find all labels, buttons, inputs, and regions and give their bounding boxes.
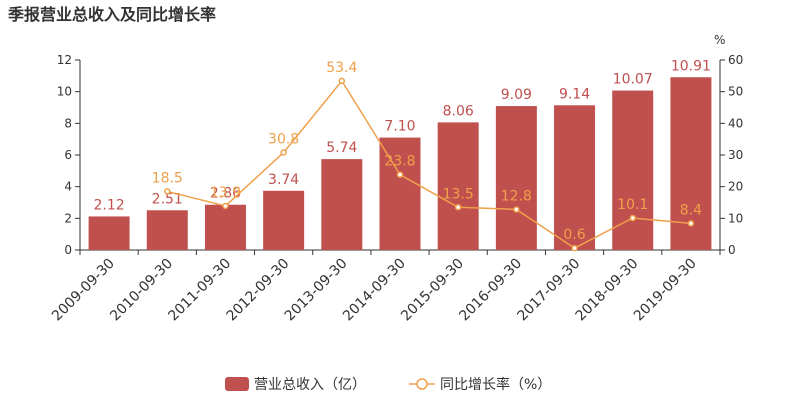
line-point[interactable] [339,78,344,83]
x-axis-tick-label: 2019-09-30 [631,256,700,325]
bar-data-label: 2.12 [94,197,125,213]
bar-data-label: 8.06 [443,103,474,119]
bar-data-label: 9.09 [501,87,532,103]
line-point[interactable] [223,203,228,208]
line-data-label: 13.9 [210,185,241,201]
line-data-label: 13.5 [443,186,474,202]
left-axis-tick-label: 0 [64,243,72,257]
bar[interactable] [496,106,537,250]
legend-line-marker [417,379,427,389]
bar-data-label: 5.74 [326,140,357,156]
bar-data-label: 3.74 [268,172,299,188]
bar-data-label: 9.14 [559,86,590,102]
right-axis-tick-label: 10 [728,211,743,225]
left-axis-tick-label: 4 [64,180,72,194]
line-point[interactable] [398,172,403,177]
line-data-label: 0.6 [563,227,585,243]
line-point[interactable] [281,150,286,155]
bar[interactable] [205,205,246,250]
left-axis-tick-label: 12 [57,53,72,67]
left-axis-tick-label: 8 [64,116,72,130]
bar[interactable] [147,210,188,250]
line-data-label: 18.5 [152,170,183,186]
line-point[interactable] [572,246,577,251]
line-data-label: 12.8 [501,188,532,204]
right-axis-tick-label: 60 [728,53,743,67]
right-axis-tick-label: 0 [728,243,736,257]
line-point[interactable] [688,221,693,226]
line-point[interactable] [630,216,635,221]
line-point[interactable] [456,205,461,210]
line-data-label: 10.1 [617,197,648,213]
legend-bar-swatch[interactable] [225,377,249,391]
legend: 营业总收入（亿） 同比增长率（%） [225,376,551,393]
right-axis-unit: % [714,33,725,47]
line-point[interactable] [514,207,519,212]
left-axis-tick-label: 6 [64,148,72,162]
right-axis-tick-label: 20 [728,180,743,194]
legend-line-label[interactable]: 同比增长率（%） [440,376,551,393]
chart-title: 季报营业总收入及同比增长率 [7,5,216,24]
bar[interactable] [321,159,362,250]
right-axis-tick-label: 40 [728,116,743,130]
bar-data-label: 7.10 [384,119,415,135]
bar[interactable] [263,191,304,250]
right-axis-tick-label: 30 [728,148,743,162]
line-data-label: 23.8 [384,154,415,170]
bar-data-label: 10.91 [671,58,711,74]
line-data-label: 53.4 [326,60,357,76]
left-axis-tick-label: 2 [64,211,72,225]
line-data-label: 8.4 [680,202,702,218]
bar[interactable] [89,216,130,250]
line-data-label: 30.8 [268,131,299,147]
right-axis-tick-label: 50 [728,85,743,99]
left-axis-tick-label: 10 [57,85,72,99]
line-point[interactable] [165,189,170,194]
legend-bar-label[interactable]: 营业总收入（亿） [254,377,366,393]
bar-data-label: 10.07 [613,72,653,88]
